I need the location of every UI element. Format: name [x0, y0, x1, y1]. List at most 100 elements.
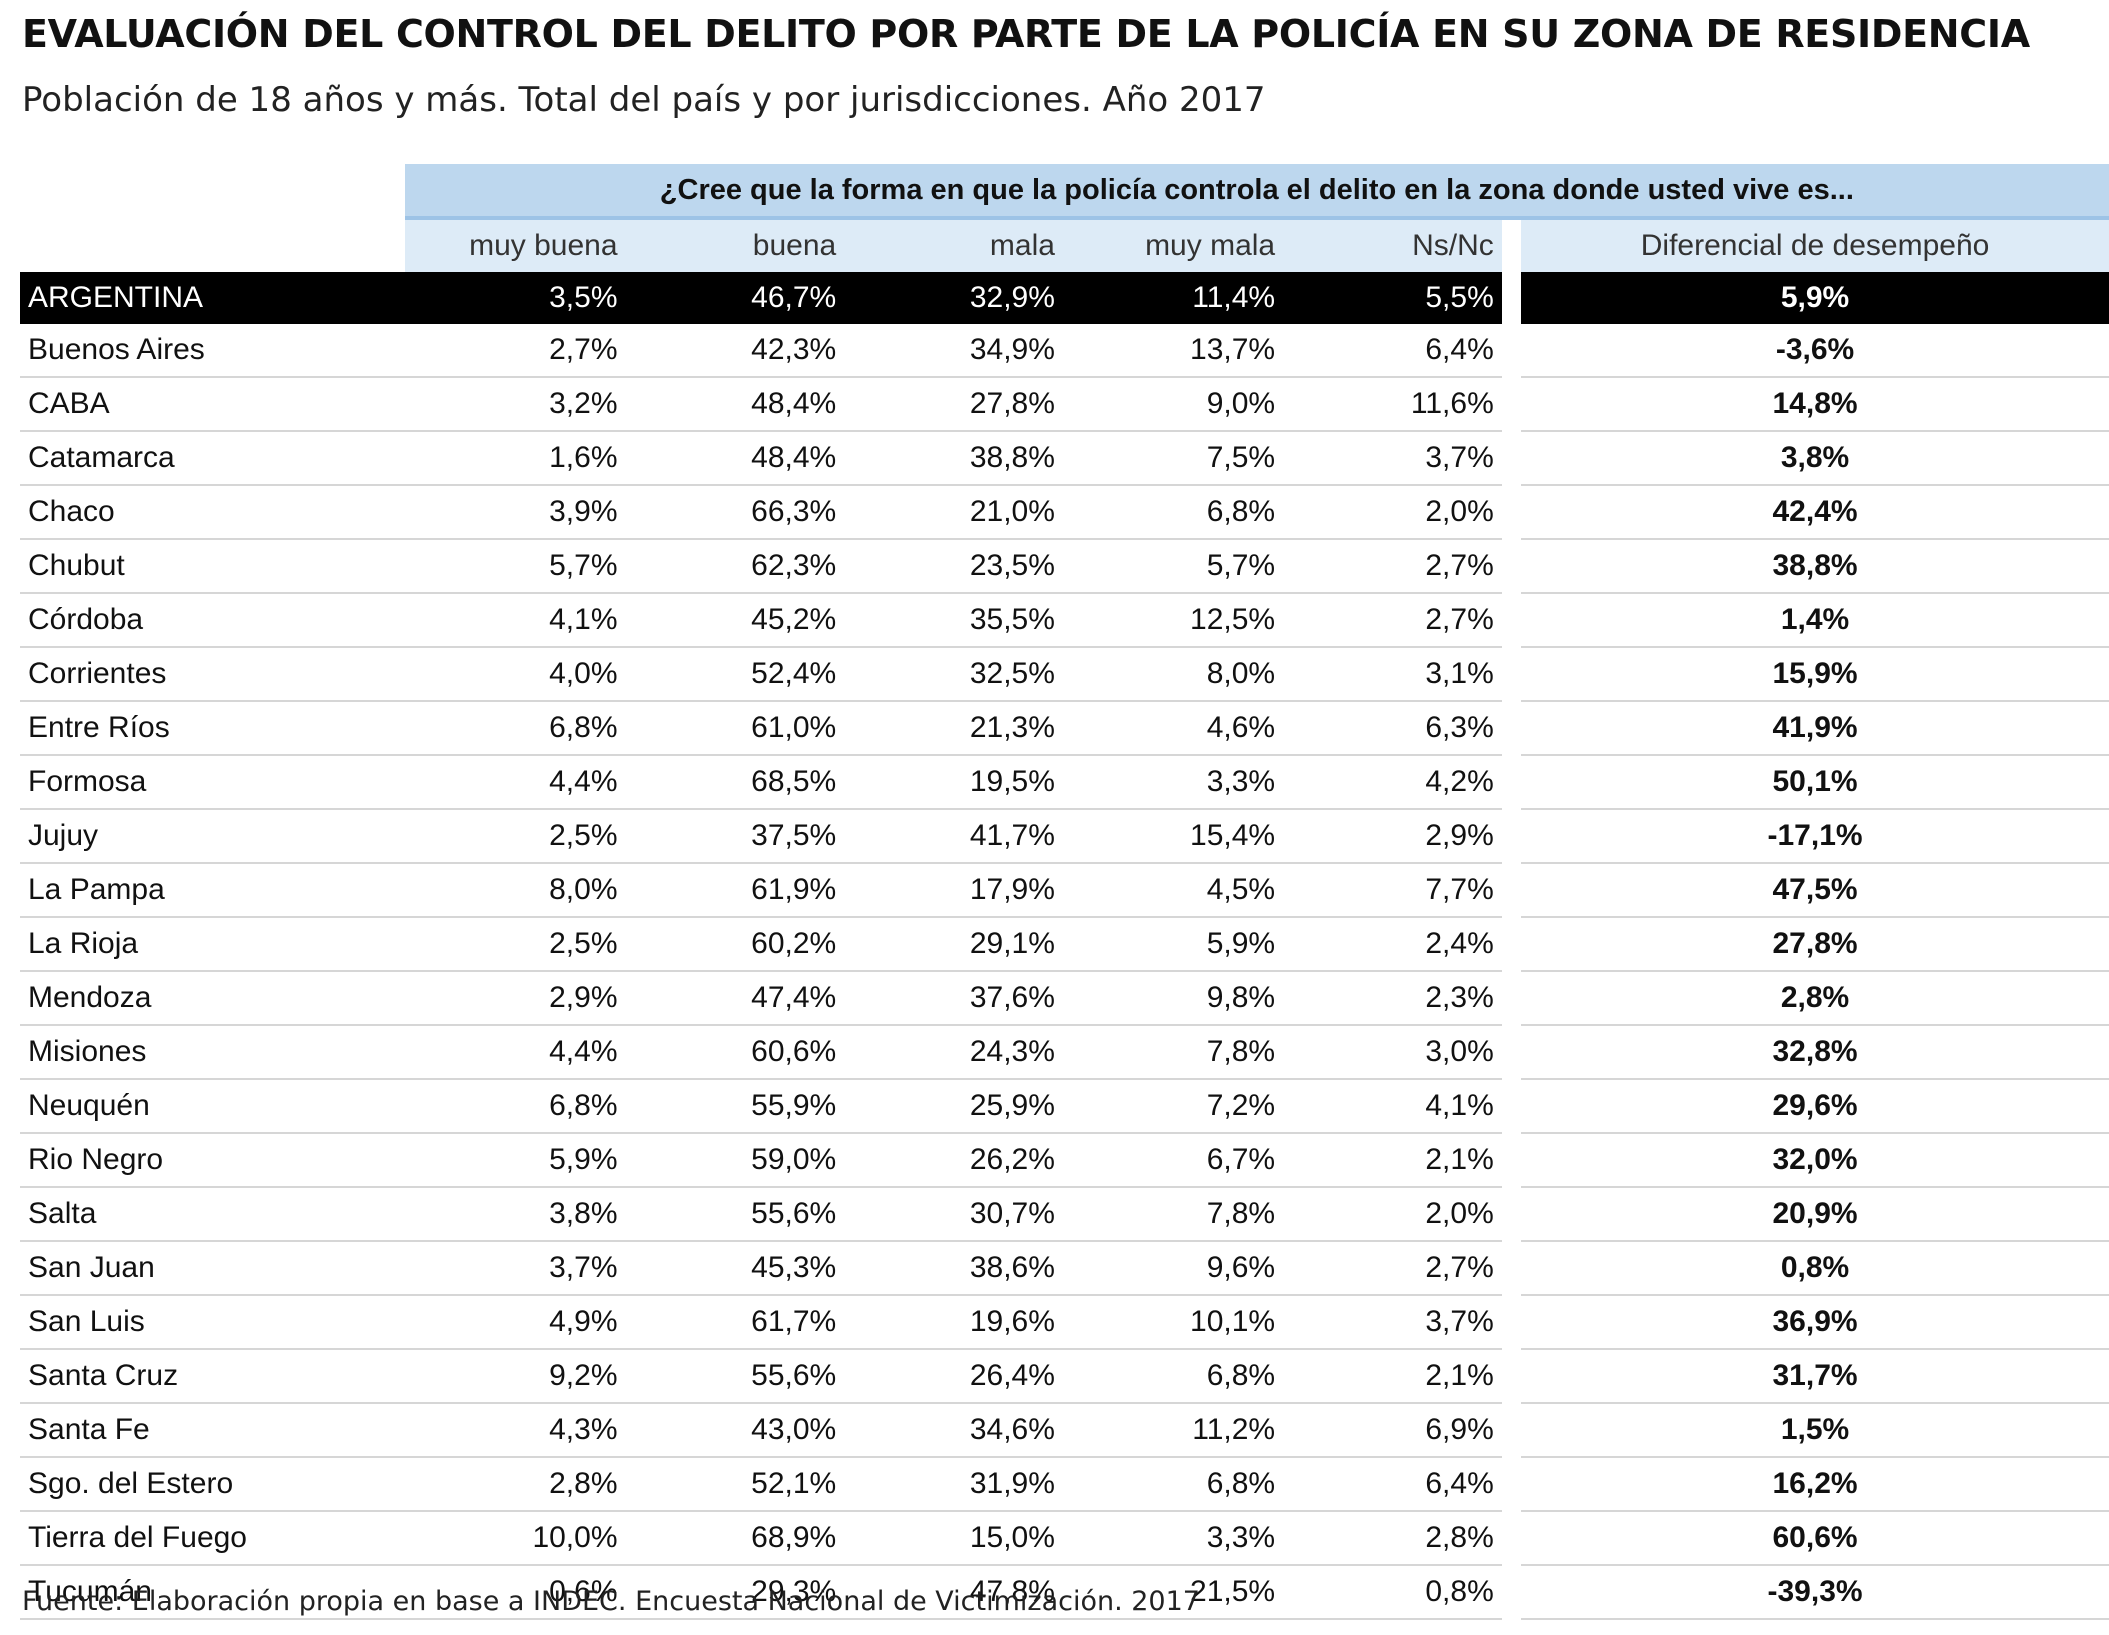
table-cell: 38,8% [844, 431, 1063, 486]
table-cell: 6,8% [404, 701, 626, 756]
table-cell: 68,5% [625, 755, 845, 810]
table-cell: 66,3% [625, 485, 845, 540]
column-header: Ns/Nc [1283, 218, 1502, 272]
table-cell: 4,9% [404, 1295, 626, 1350]
column-header: muy mala [1062, 218, 1284, 272]
table-cell: 5,5% [1283, 272, 1502, 324]
jurisdiction-name: Salta [20, 1187, 405, 1242]
row-gap [1502, 755, 1521, 809]
table-row: Neuquén 6,8% 55,9% 25,9% 7,2% 4,1% 29,6% [20, 1079, 2109, 1134]
table-cell: 6,8% [1062, 485, 1284, 540]
table-cell: 0,8% [1283, 1565, 1502, 1620]
jurisdiction-name: Chaco [20, 485, 405, 540]
table-cell: 61,9% [625, 863, 845, 918]
table-cell: 4,4% [404, 755, 626, 810]
row-gap [1502, 1133, 1521, 1187]
table-cell: 3,9% [404, 485, 626, 540]
table-cell: 2,0% [1283, 1187, 1502, 1242]
table-cell: 45,2% [625, 593, 845, 648]
table-cell: 2,8% [404, 1457, 626, 1512]
table-cell: 37,6% [844, 971, 1063, 1026]
table-cell: 6,4% [1283, 1457, 1502, 1512]
table-cell: 6,8% [1062, 1457, 1284, 1512]
table-row: Catamarca 1,6% 48,4% 38,8% 7,5% 3,7% 3,8% [20, 431, 2109, 486]
table-cell: 38,6% [844, 1241, 1063, 1296]
table-cell: 34,9% [844, 324, 1063, 378]
table-cell: 2,7% [404, 324, 626, 378]
table-cell: 15,4% [1062, 809, 1284, 864]
table-row: Santa Cruz 9,2% 55,6% 26,4% 6,8% 2,1% 31,7% [20, 1349, 2109, 1404]
jurisdiction-name: Tierra del Fuego [20, 1511, 405, 1566]
table-row: Misiones 4,4% 60,6% 24,3% 7,8% 3,0% 32,8% [20, 1025, 2109, 1080]
table-cell: 23,5% [844, 539, 1063, 594]
row-gap [1502, 377, 1521, 431]
table-cell: 9,8% [1062, 971, 1284, 1026]
table-body: ¿Cree que la forma en que la policía con… [20, 164, 2109, 1620]
table-cell: 24,3% [844, 1025, 1063, 1080]
table-cell: 6,4% [1283, 324, 1502, 378]
table-cell: 2,7% [1283, 593, 1502, 648]
jurisdiction-name: San Luis [20, 1295, 405, 1350]
table-cell: 26,4% [844, 1349, 1063, 1404]
table-row: Córdoba 4,1% 45,2% 35,5% 12,5% 2,7% 1,4% [20, 593, 2109, 648]
diff-cell: 32,0% [1521, 1133, 2109, 1188]
table-cell: 6,7% [1062, 1133, 1284, 1188]
jurisdiction-name: Santa Fe [20, 1403, 405, 1458]
table-row: Sgo. del Estero 2,8% 52,1% 31,9% 6,8% 6,4% 16,… [20, 1457, 2109, 1512]
diff-cell: 38,8% [1521, 539, 2109, 594]
table-cell: 5,9% [404, 1133, 626, 1188]
table-cell: 42,3% [625, 324, 845, 378]
table-cell: 19,6% [844, 1295, 1063, 1350]
table-cell: 3,5% [404, 272, 626, 324]
table-cell: 6,8% [1062, 1349, 1284, 1404]
jurisdiction-name: Tucumán [20, 1565, 405, 1620]
table-cell: 68,9% [625, 1511, 845, 1566]
table-cell: 5,7% [404, 539, 626, 594]
table-cell: 52,4% [625, 647, 845, 702]
table-cell: 7,2% [1062, 1079, 1284, 1134]
column-header: muy buena [404, 218, 626, 272]
jurisdiction-name: La Rioja [20, 917, 405, 972]
jurisdiction-name: Córdoba [20, 593, 405, 648]
table-cell: 47,4% [625, 971, 845, 1026]
row-gap [1502, 1349, 1521, 1403]
jurisdiction-name: Sgo. del Estero [20, 1457, 405, 1512]
table-row: Formosa 4,4% 68,5% 19,5% 3,3% 4,2% 50,1% [20, 755, 2109, 810]
table-cell: 2,8% [1283, 1511, 1502, 1566]
table-row: Tucumán 0,6% 29,3% 47,8% 21,5% 0,8% -39,3% [20, 1565, 2109, 1620]
row-gap [1502, 971, 1521, 1025]
jurisdiction-name: Rio Negro [20, 1133, 405, 1188]
table-cell: 11,2% [1062, 1403, 1284, 1458]
table-cell: 34,6% [844, 1403, 1063, 1458]
table-cell: 55,6% [625, 1187, 845, 1242]
diff-cell: 42,4% [1521, 485, 2109, 540]
table-cell: 3,0% [1283, 1025, 1502, 1080]
row-gap [1502, 701, 1521, 755]
table-cell: 25,9% [844, 1079, 1063, 1134]
diff-cell: 50,1% [1521, 755, 2109, 810]
table-cell: 3,7% [1283, 1295, 1502, 1350]
diff-cell: -39,3% [1521, 1565, 2109, 1620]
table-cell: 48,4% [625, 377, 845, 432]
source-note: Fuente: Elaboración propia en base a IND… [22, 1586, 1200, 1617]
jurisdiction-name: Buenos Aires [20, 324, 405, 378]
table-row: Mendoza 2,9% 47,4% 37,6% 9,8% 2,3% 2,8% [20, 971, 2109, 1026]
table-cell: 11,6% [1283, 377, 1502, 432]
jurisdiction-name: ARGENTINA [20, 272, 405, 324]
table-row: San Luis 4,9% 61,7% 19,6% 10,1% 3,7% 36,9% [20, 1295, 2109, 1350]
row-gap [1502, 1241, 1521, 1295]
table-cell: 46,7% [625, 272, 845, 324]
total-row: ARGENTINA 3,5% 46,7% 32,9% 11,4% 5,5% 5,9% [20, 272, 2109, 324]
diff-cell: 1,5% [1521, 1403, 2109, 1458]
jurisdiction-name: Santa Cruz [20, 1349, 405, 1404]
diff-cell: 47,5% [1521, 863, 2109, 918]
table-cell: 17,9% [844, 863, 1063, 918]
jurisdiction-name: Chubut [20, 539, 405, 594]
table-cell: 2,1% [1283, 1349, 1502, 1404]
row-gap [1502, 1565, 1521, 1619]
chart-title: EVALUACIÓN DEL CONTROL DEL DELITO POR PA… [22, 12, 2030, 56]
row-gap [1502, 863, 1521, 917]
diff-cell: 27,8% [1521, 917, 2109, 972]
row-gap [1502, 324, 1521, 377]
